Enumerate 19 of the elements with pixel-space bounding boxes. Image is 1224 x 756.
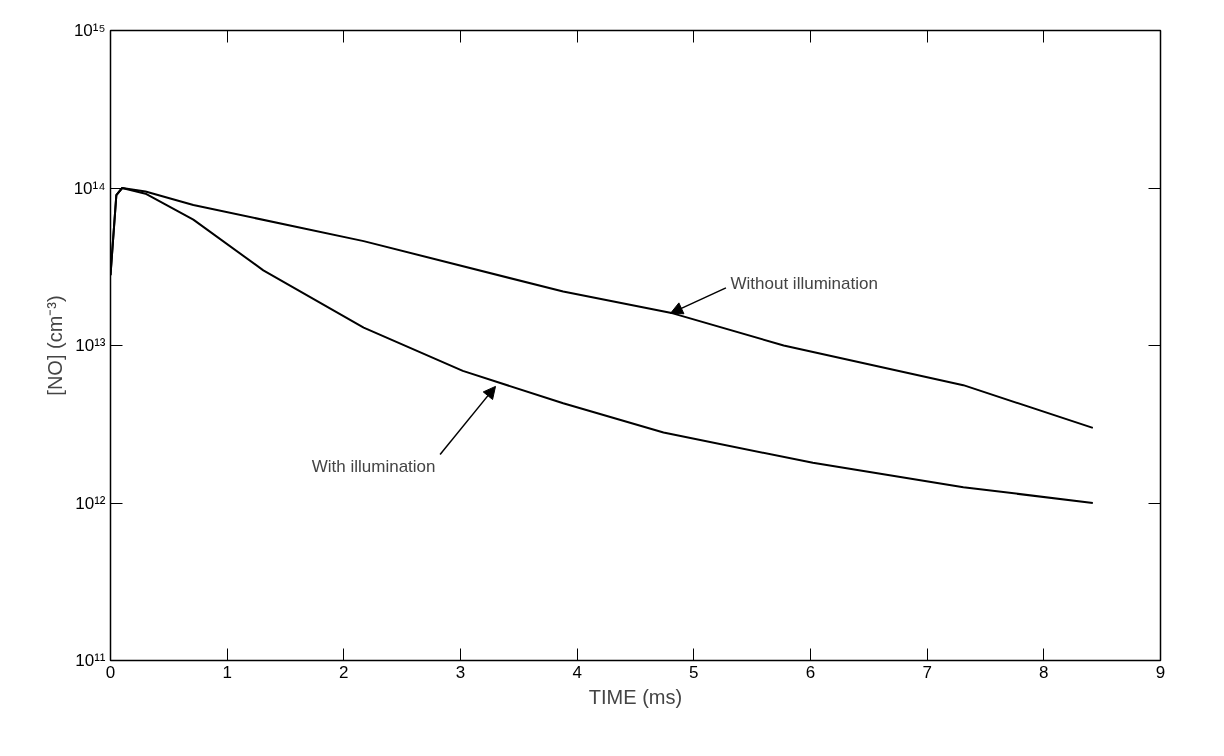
x-tick-label: 4	[572, 662, 582, 682]
x-tick-label: 9	[1155, 662, 1166, 682]
x-tick-label: 3	[455, 662, 466, 682]
x-tick-label: 5	[689, 662, 699, 682]
x-tick-label: 2	[339, 662, 349, 682]
y-tick-label: 10¹⁵	[73, 21, 106, 40]
x-tick-label: 0	[105, 662, 116, 682]
annotation: With illumination	[311, 456, 436, 476]
annotation: Without illumination	[730, 273, 878, 293]
y-tick-label: 10¹³	[75, 336, 106, 355]
x-tick-label: 8	[1039, 662, 1049, 682]
y-tick-label: 10¹¹	[75, 651, 106, 670]
x-tick-label: 1	[222, 662, 232, 682]
x-tick-label: 6	[805, 662, 816, 682]
y-tick-label: 10¹⁴	[73, 178, 106, 198]
x-tick-label: 7	[922, 662, 932, 682]
y-axis-title: [NO] (cm⁻³)	[43, 295, 66, 396]
y-tick-label: 10¹²	[75, 493, 106, 513]
x-axis-title: TIME (ms)	[588, 685, 683, 708]
